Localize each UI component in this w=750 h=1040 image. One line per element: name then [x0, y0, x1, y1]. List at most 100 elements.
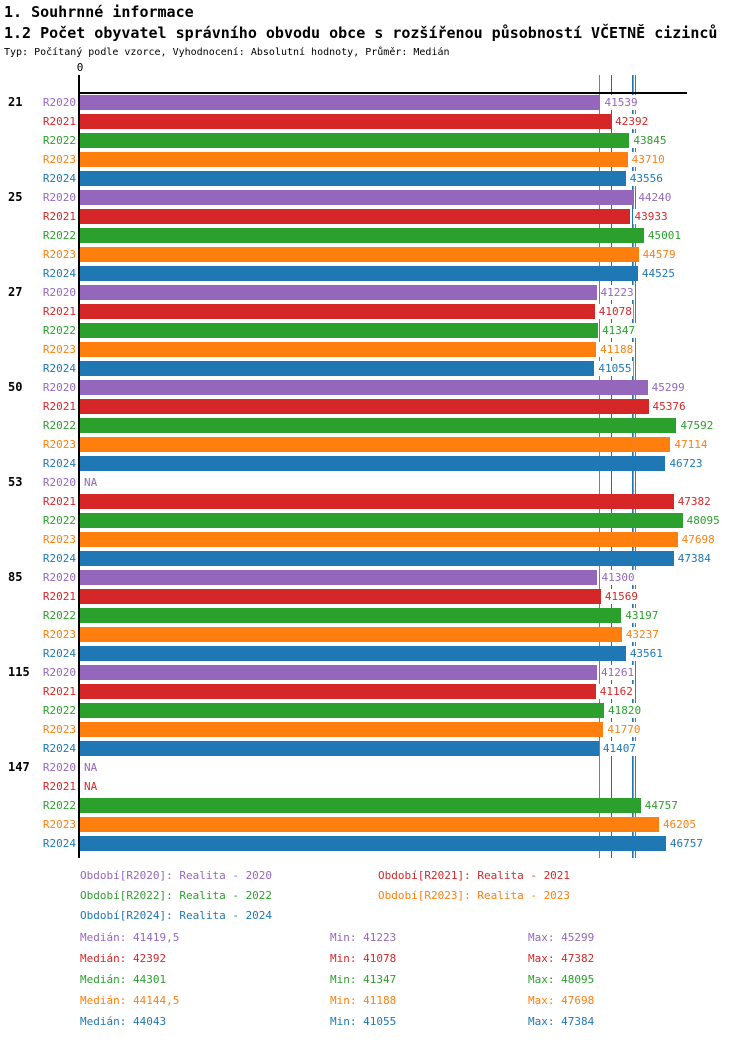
bar-value-label: 46205: [661, 817, 698, 832]
bar: [80, 190, 635, 205]
na-value-label: NA: [84, 761, 98, 774]
year-label: R2020: [42, 191, 76, 204]
bar-value-label: 43561: [628, 646, 664, 661]
year-label: R2021: [42, 210, 76, 223]
bar-value-label: 44240: [637, 190, 673, 205]
year-label: R2023: [42, 818, 76, 831]
bar: [80, 399, 649, 414]
bar: [80, 817, 659, 832]
group-label: 27: [8, 285, 23, 299]
bar: [80, 494, 674, 509]
year-label: R2020: [42, 381, 76, 394]
stat-max-R2021: Max: 47382: [528, 952, 595, 965]
year-label: R2022: [42, 514, 76, 527]
bar: [80, 323, 599, 338]
year-label: R2022: [42, 229, 76, 242]
bar-value-label: 41770: [606, 722, 642, 737]
year-label: R2022: [42, 324, 76, 337]
legend-item-R2024: Období[R2024]: Realita - 2024: [80, 909, 273, 922]
bar-value-label: 41407: [601, 741, 637, 756]
bar-value-label: 41539: [603, 95, 639, 110]
bar-value-label: 43933: [633, 209, 669, 224]
bar-value-label: 48095: [685, 513, 721, 528]
group-label: 85: [8, 570, 23, 584]
year-label: R2020: [42, 286, 76, 299]
bar: [80, 228, 644, 243]
bar: [80, 722, 604, 737]
stat-max-R2022: Max: 48095: [528, 973, 595, 986]
legend-item-R2021: Období[R2021]: Realita - 2021: [378, 869, 571, 882]
bar: [80, 627, 622, 642]
bar-value-label: 44525: [640, 266, 677, 281]
year-label: R2023: [42, 153, 76, 166]
bar-value-label: 45001: [646, 228, 682, 243]
year-label: R2021: [42, 685, 76, 698]
year-label: R2022: [42, 799, 76, 812]
chart-subtitle: Typ: Počítaný podle vzorce, Vyhodnocení:…: [4, 47, 450, 58]
bar-value-label: 41300: [600, 570, 636, 585]
bar-value-label: 43845: [632, 133, 668, 148]
year-label: R2022: [42, 609, 76, 622]
bar-value-label: 41569: [603, 589, 639, 604]
year-label: R2023: [42, 628, 76, 641]
year-label: R2024: [42, 742, 76, 755]
bar-value-label: 41223: [599, 285, 635, 300]
bar: [80, 418, 677, 433]
bar-value-label: 41162: [598, 684, 634, 699]
bar-value-label: 41078: [597, 304, 633, 319]
chart-title: 1.2 Počet obyvatel správního obvodu obce…: [4, 24, 718, 42]
legend-item-R2023: Období[R2023]: Realita - 2023: [378, 889, 571, 902]
na-value-label: NA: [84, 476, 98, 489]
group-label: 21: [8, 95, 23, 109]
stat-median-R2021: Medián: 42392: [80, 952, 167, 965]
stat-min-R2020: Min: 41223: [330, 931, 397, 944]
stat-max-R2023: Max: 47698: [528, 994, 595, 1007]
year-label: R2024: [42, 647, 76, 660]
year-label: R2024: [42, 362, 76, 375]
bar: [80, 836, 666, 851]
year-label: R2021: [42, 305, 76, 318]
bar: [80, 684, 596, 699]
bar-value-label: 43237: [624, 627, 660, 642]
bar: [80, 646, 626, 661]
year-label: R2020: [42, 666, 76, 679]
stat-median-R2022: Medián: 44301: [80, 973, 167, 986]
x-axis-line: [78, 92, 687, 94]
group-label: 50: [8, 380, 23, 394]
stat-median-R2024: Medián: 44043: [80, 1015, 167, 1028]
year-label: R2024: [42, 172, 76, 185]
year-label: R2020: [42, 761, 76, 774]
bar-value-label: 43710: [630, 152, 666, 167]
bar-value-label: 45299: [650, 380, 686, 395]
bar-value-label: 46723: [668, 456, 704, 471]
year-label: R2024: [42, 457, 76, 470]
bar-value-label: 43556: [628, 171, 664, 186]
year-label: R2020: [42, 96, 76, 109]
bar: [80, 798, 641, 813]
year-label: R2024: [42, 267, 76, 280]
legend-item-R2020: Období[R2020]: Realita - 2020: [80, 869, 273, 882]
year-label: R2022: [42, 134, 76, 147]
stat-max-R2020: Max: 45299: [528, 931, 595, 944]
bar: [80, 551, 674, 566]
bar: [80, 703, 604, 718]
bar: [80, 266, 638, 281]
bar: [80, 285, 597, 300]
stat-min-R2023: Min: 41188: [330, 994, 397, 1007]
stat-min-R2022: Min: 41347: [330, 973, 397, 986]
year-label: R2021: [42, 115, 76, 128]
group-label: 25: [8, 190, 23, 204]
year-label: R2020: [42, 571, 76, 584]
bar: [80, 171, 626, 186]
bar-value-label: 44757: [643, 798, 679, 813]
group-label: 115: [8, 665, 30, 679]
bar: [80, 209, 631, 224]
axis-zero-tick-label: 0: [76, 61, 84, 74]
stat-median-R2023: Medián: 44144,5: [80, 994, 180, 1007]
y-axis-line: [78, 75, 80, 858]
year-label: R2024: [42, 837, 76, 850]
year-label: R2023: [42, 438, 76, 451]
bar-value-label: 47114: [673, 437, 709, 452]
bar-value-label: 42392: [614, 114, 650, 129]
na-value-label: NA: [84, 780, 98, 793]
